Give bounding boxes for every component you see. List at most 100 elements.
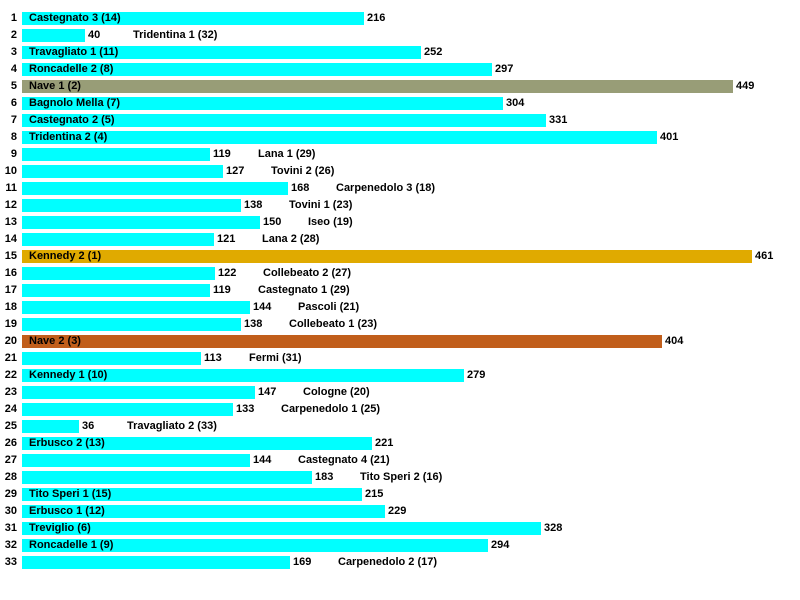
row-rank-label: 9 xyxy=(10,148,17,160)
team-name-label: Roncadelle 2 (8) xyxy=(29,63,114,75)
result-bar xyxy=(22,199,241,212)
team-name-label: Collebeato 1 (23) xyxy=(289,318,378,330)
row-rank-label: 26 xyxy=(4,437,17,449)
row-rank-label: 21 xyxy=(4,352,17,364)
result-bar: Tridentina 2 (4) xyxy=(22,131,657,144)
chart-row: 13 150 Iseo (19) xyxy=(0,216,800,229)
row-rank-label: 16 xyxy=(4,267,17,279)
bar-value-label: 113 xyxy=(204,352,222,364)
bar-value-label: 127 xyxy=(226,165,245,177)
team-name-label: Treviglio (6) xyxy=(29,522,91,534)
team-name-label: Cologne (20) xyxy=(303,386,370,398)
chart-row: 12 138 Tovini 1 (23) xyxy=(0,199,800,212)
chart-row: 24 133 Carpenedolo 1 (25) xyxy=(0,403,800,416)
row-rank-label: 25 xyxy=(4,420,17,432)
bar-value-label: 119 xyxy=(213,148,231,160)
chart-row: 15 Kennedy 2 (1) 461 xyxy=(0,250,800,263)
bar-value-label: 122 xyxy=(218,267,237,279)
chart-row: 2 40 Tridentina 1 (32) xyxy=(0,29,800,42)
row-rank-label: 22 xyxy=(4,369,17,381)
chart-row: 20 Nave 2 (3) 404 xyxy=(0,335,800,348)
result-bar: Erbusco 2 (13) xyxy=(22,437,372,450)
bar-value-label: 279 xyxy=(467,369,486,381)
team-name-label: Pascoli (21) xyxy=(298,301,360,313)
team-name-label: Lana 1 (29) xyxy=(258,148,316,160)
bar-value-label: 401 xyxy=(660,131,679,143)
bar-value-label: 294 xyxy=(491,539,510,551)
result-bar: Roncadelle 1 (9) xyxy=(22,539,488,552)
team-name-label: Castegnato 4 (21) xyxy=(298,454,390,466)
row-rank-label: 11 xyxy=(5,182,17,194)
result-bar xyxy=(22,216,260,229)
bar-value-label: 331 xyxy=(549,114,568,126)
result-bar: Kennedy 1 (10) xyxy=(22,369,464,382)
result-bar: Nave 1 (2) xyxy=(22,80,733,93)
team-name-label: Carpenedolo 1 (25) xyxy=(281,403,381,415)
row-rank-label: 30 xyxy=(4,505,17,517)
chart-row: 31 Treviglio (6) 328 xyxy=(0,522,800,535)
result-bar xyxy=(22,284,210,297)
bar-value-label: 404 xyxy=(665,335,684,347)
chart-row: 19 138 Collebeato 1 (23) xyxy=(0,318,800,331)
team-name-label: Tridentina 2 (4) xyxy=(29,131,108,143)
row-rank-label: 27 xyxy=(4,454,17,466)
bar-value-label: 221 xyxy=(375,437,394,449)
chart-row: 28 183 Tito Speri 2 (16) xyxy=(0,471,800,484)
chart-row: 16 122 Collebeato 2 (27) xyxy=(0,267,800,280)
row-rank-label: 29 xyxy=(4,488,17,500)
team-name-label: Tito Speri 2 (16) xyxy=(360,471,443,483)
result-bar xyxy=(22,318,241,331)
row-rank-label: 6 xyxy=(10,97,17,109)
bar-value-label: 252 xyxy=(424,46,443,58)
team-name-label: Tovini 2 (26) xyxy=(271,165,335,177)
row-rank-label: 2 xyxy=(10,29,17,41)
chart-row: 11 168 Carpenedolo 3 (18) xyxy=(0,182,800,195)
chart-row: 9 119 Lana 1 (29) xyxy=(0,148,800,161)
row-rank-label: 15 xyxy=(4,250,17,262)
team-name-label: Erbusco 2 (13) xyxy=(29,437,105,449)
result-bar xyxy=(22,148,210,161)
chart-row: 5 Nave 1 (2) 449 xyxy=(0,80,800,93)
chart-row: 33 169 Carpenedolo 2 (17) xyxy=(0,556,800,569)
result-bar: Kennedy 2 (1) xyxy=(22,250,752,263)
bar-value-label: 215 xyxy=(365,488,384,500)
bar-value-label: 216 xyxy=(367,12,386,24)
team-name-label: Carpenedolo 3 (18) xyxy=(336,182,436,194)
bar-value-label: 297 xyxy=(495,63,514,75)
chart-row: 23 147 Cologne (20) xyxy=(0,386,800,399)
result-bar xyxy=(22,454,250,467)
team-name-label: Bagnolo Mella (7) xyxy=(29,97,121,109)
result-bar xyxy=(22,471,312,484)
row-rank-label: 17 xyxy=(4,284,17,296)
team-name-label: Fermi (31) xyxy=(249,352,302,364)
bar-value-label: 144 xyxy=(253,301,272,313)
bar-value-label: 119 xyxy=(213,284,231,296)
row-rank-label: 4 xyxy=(10,63,17,75)
team-name-label: Erbusco 1 (12) xyxy=(29,505,105,517)
row-rank-label: 3 xyxy=(10,46,17,58)
result-bar: Castegnato 3 (14) xyxy=(22,12,364,25)
team-name-label: Castegnato 2 (5) xyxy=(29,114,115,126)
team-name-label: Tridentina 1 (32) xyxy=(133,29,218,41)
bar-value-label: 147 xyxy=(258,386,277,398)
result-bar xyxy=(22,233,214,246)
bar-value-label: 36 xyxy=(82,420,95,432)
row-rank-label: 7 xyxy=(10,114,17,126)
chart-row: 17 119 Castegnato 1 (29) xyxy=(0,284,800,297)
team-name-label: Castegnato 3 (14) xyxy=(29,12,121,24)
result-bar xyxy=(22,301,250,314)
row-rank-label: 33 xyxy=(4,556,17,568)
result-bar: Bagnolo Mella (7) xyxy=(22,97,503,110)
row-rank-label: 31 xyxy=(4,522,17,534)
result-bar xyxy=(22,182,288,195)
result-bar: Nave 2 (3) xyxy=(22,335,662,348)
chart-row: 21 113 Fermi (31) xyxy=(0,352,800,365)
result-bar xyxy=(22,29,85,42)
bar-value-label: 150 xyxy=(263,216,282,228)
row-rank-label: 12 xyxy=(4,199,17,211)
result-bar xyxy=(22,386,255,399)
bar-value-label: 121 xyxy=(217,233,236,245)
bar-value-label: 461 xyxy=(755,250,774,262)
result-bar: Erbusco 1 (12) xyxy=(22,505,385,518)
